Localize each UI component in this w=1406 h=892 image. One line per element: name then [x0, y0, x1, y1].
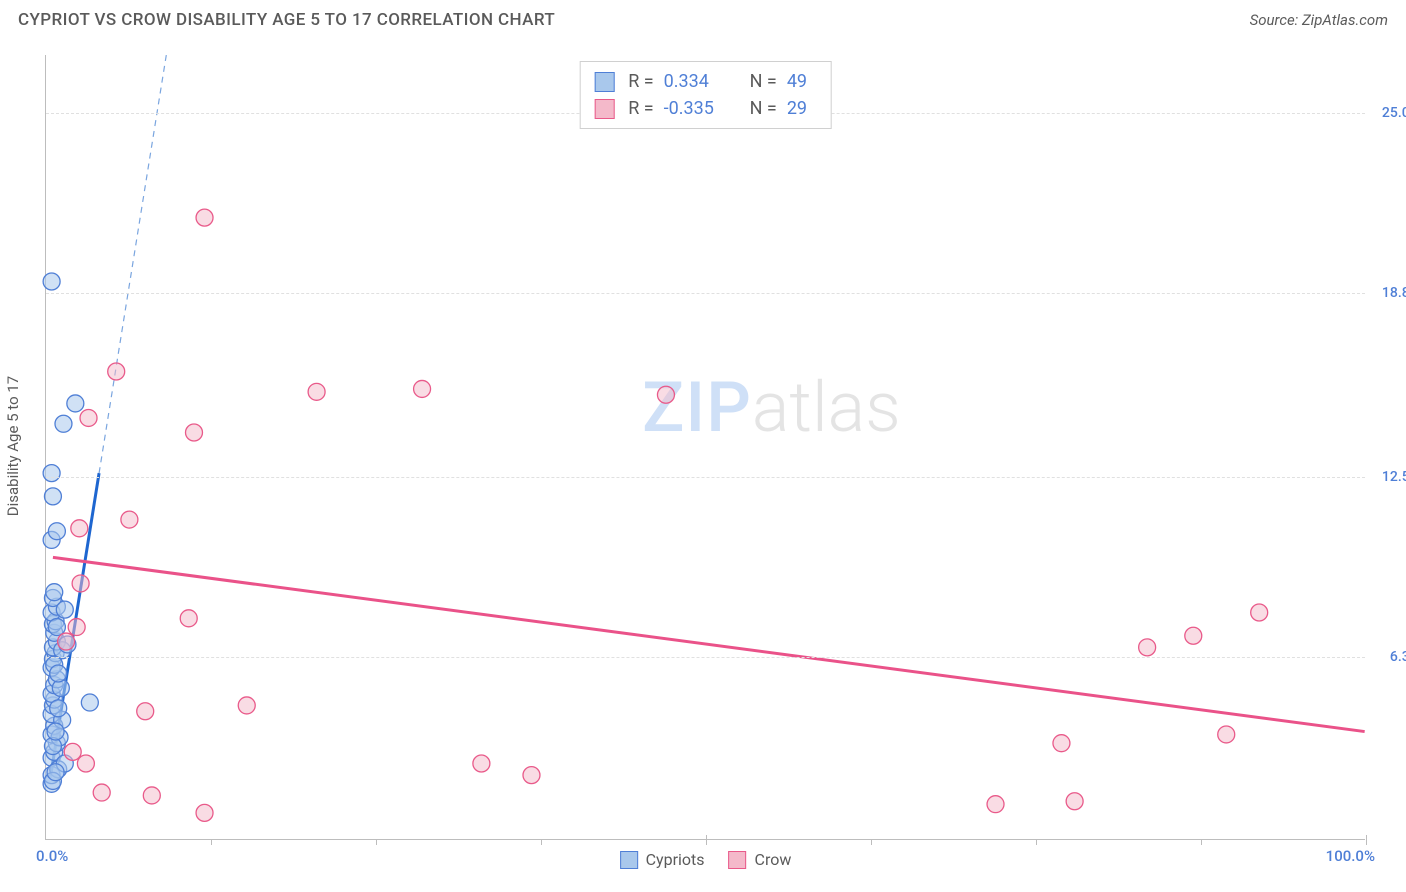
legend-item-cypriots: Cypriots	[620, 850, 705, 869]
x-tick	[376, 839, 377, 845]
chart-plot-area: ZIPatlas R =0.334N =49R =-0.335N =29 0.0…	[45, 55, 1365, 840]
x-tick	[541, 839, 542, 845]
cypriots-point	[81, 694, 98, 711]
crow-point	[414, 380, 431, 397]
chart-svg-layer	[46, 55, 1365, 839]
n-equals-label: N =	[750, 95, 777, 122]
legend-row-cypriots: R = 0.334 N = 49	[594, 68, 817, 95]
x-tick	[1201, 839, 1202, 845]
y-tick-label: 6.3%	[1370, 649, 1406, 665]
cypriots-point	[46, 584, 63, 601]
crow-point	[473, 755, 490, 772]
crow-point	[1251, 604, 1268, 621]
gridline	[46, 477, 1365, 478]
crow-point	[143, 787, 160, 804]
crow-point	[1053, 735, 1070, 752]
y-tick-label: 12.5%	[1370, 469, 1406, 485]
r-equals-label: R =	[628, 95, 653, 122]
crow-point	[108, 363, 125, 380]
cypriots-n-value: 49	[787, 68, 817, 95]
cypriots-point	[47, 723, 64, 740]
crow-swatch	[594, 99, 614, 119]
chart-header: CYPRIOT VS CROW DISABILITY AGE 5 TO 17 C…	[0, 0, 1406, 36]
crow-point	[657, 386, 674, 403]
x-tick	[871, 839, 872, 845]
cypriots-point	[44, 488, 61, 505]
r-equals-label: R =	[628, 68, 653, 95]
x-tick	[1036, 839, 1037, 845]
crow-point	[523, 767, 540, 784]
crow-point	[1185, 627, 1202, 644]
y-tick-label: 18.8%	[1370, 285, 1406, 301]
chart-title: CYPRIOT VS CROW DISABILITY AGE 5 TO 17 C…	[18, 10, 555, 30]
cypriots-r-value: 0.334	[664, 68, 728, 95]
crow-legend-label: Crow	[755, 850, 792, 869]
crow-point	[58, 633, 75, 650]
crow-point	[93, 784, 110, 801]
legend-row-crow: R = -0.335 N = 29	[594, 95, 817, 122]
y-axis-label: Disability Age 5 to 17	[4, 376, 22, 516]
cypriots-point	[47, 764, 64, 781]
crow-point	[1066, 793, 1083, 810]
crow-point	[137, 703, 154, 720]
cypriots-swatch-icon	[620, 851, 638, 869]
x-axis-min-label: 0.0%	[36, 847, 68, 865]
crow-point	[121, 511, 138, 528]
crow-point	[308, 383, 325, 400]
crow-point	[1218, 726, 1235, 743]
crow-point	[80, 409, 97, 426]
cypriots-trend-extrapolation	[99, 55, 166, 473]
gridline	[46, 657, 1365, 658]
gridline	[46, 293, 1365, 294]
chart-source: Source: ZipAtlas.com	[1250, 11, 1388, 29]
series-legend: Cypriots Crow	[620, 850, 792, 869]
crow-swatch-icon	[729, 851, 747, 869]
crow-n-value: 29	[787, 95, 817, 122]
legend-item-crow: Crow	[729, 850, 792, 869]
crow-point	[196, 209, 213, 226]
correlation-legend: R = 0.334 N = 49 R = -0.335 N = 29	[579, 61, 832, 129]
cypriots-swatch	[594, 72, 614, 92]
cypriots-point	[67, 395, 84, 412]
crow-point	[196, 804, 213, 821]
cypriots-legend-label: Cypriots	[646, 850, 705, 869]
x-axis-max-label: 100.0%	[1326, 847, 1375, 865]
crow-point	[64, 743, 81, 760]
x-tick	[1366, 835, 1367, 845]
crow-point	[238, 697, 255, 714]
crow-point	[72, 575, 89, 592]
crow-point	[186, 424, 203, 441]
cypriots-point	[43, 273, 60, 290]
x-tick	[706, 835, 707, 845]
cypriots-point	[48, 523, 65, 540]
cypriots-point	[50, 665, 67, 682]
crow-point	[71, 520, 88, 537]
y-tick-label: 25.0%	[1370, 105, 1406, 121]
crow-point	[77, 755, 94, 772]
crow-point	[1139, 639, 1156, 656]
cypriots-point	[55, 415, 72, 432]
crow-point	[987, 796, 1004, 813]
cypriots-point	[56, 601, 73, 618]
cypriots-point	[50, 700, 67, 717]
cypriots-point	[48, 619, 65, 636]
crow-point	[180, 610, 197, 627]
crow-point	[68, 619, 85, 636]
crow-r-value: -0.335	[664, 95, 728, 122]
n-equals-label: N =	[750, 68, 777, 95]
x-tick	[211, 839, 212, 845]
cypriots-point	[43, 465, 60, 482]
